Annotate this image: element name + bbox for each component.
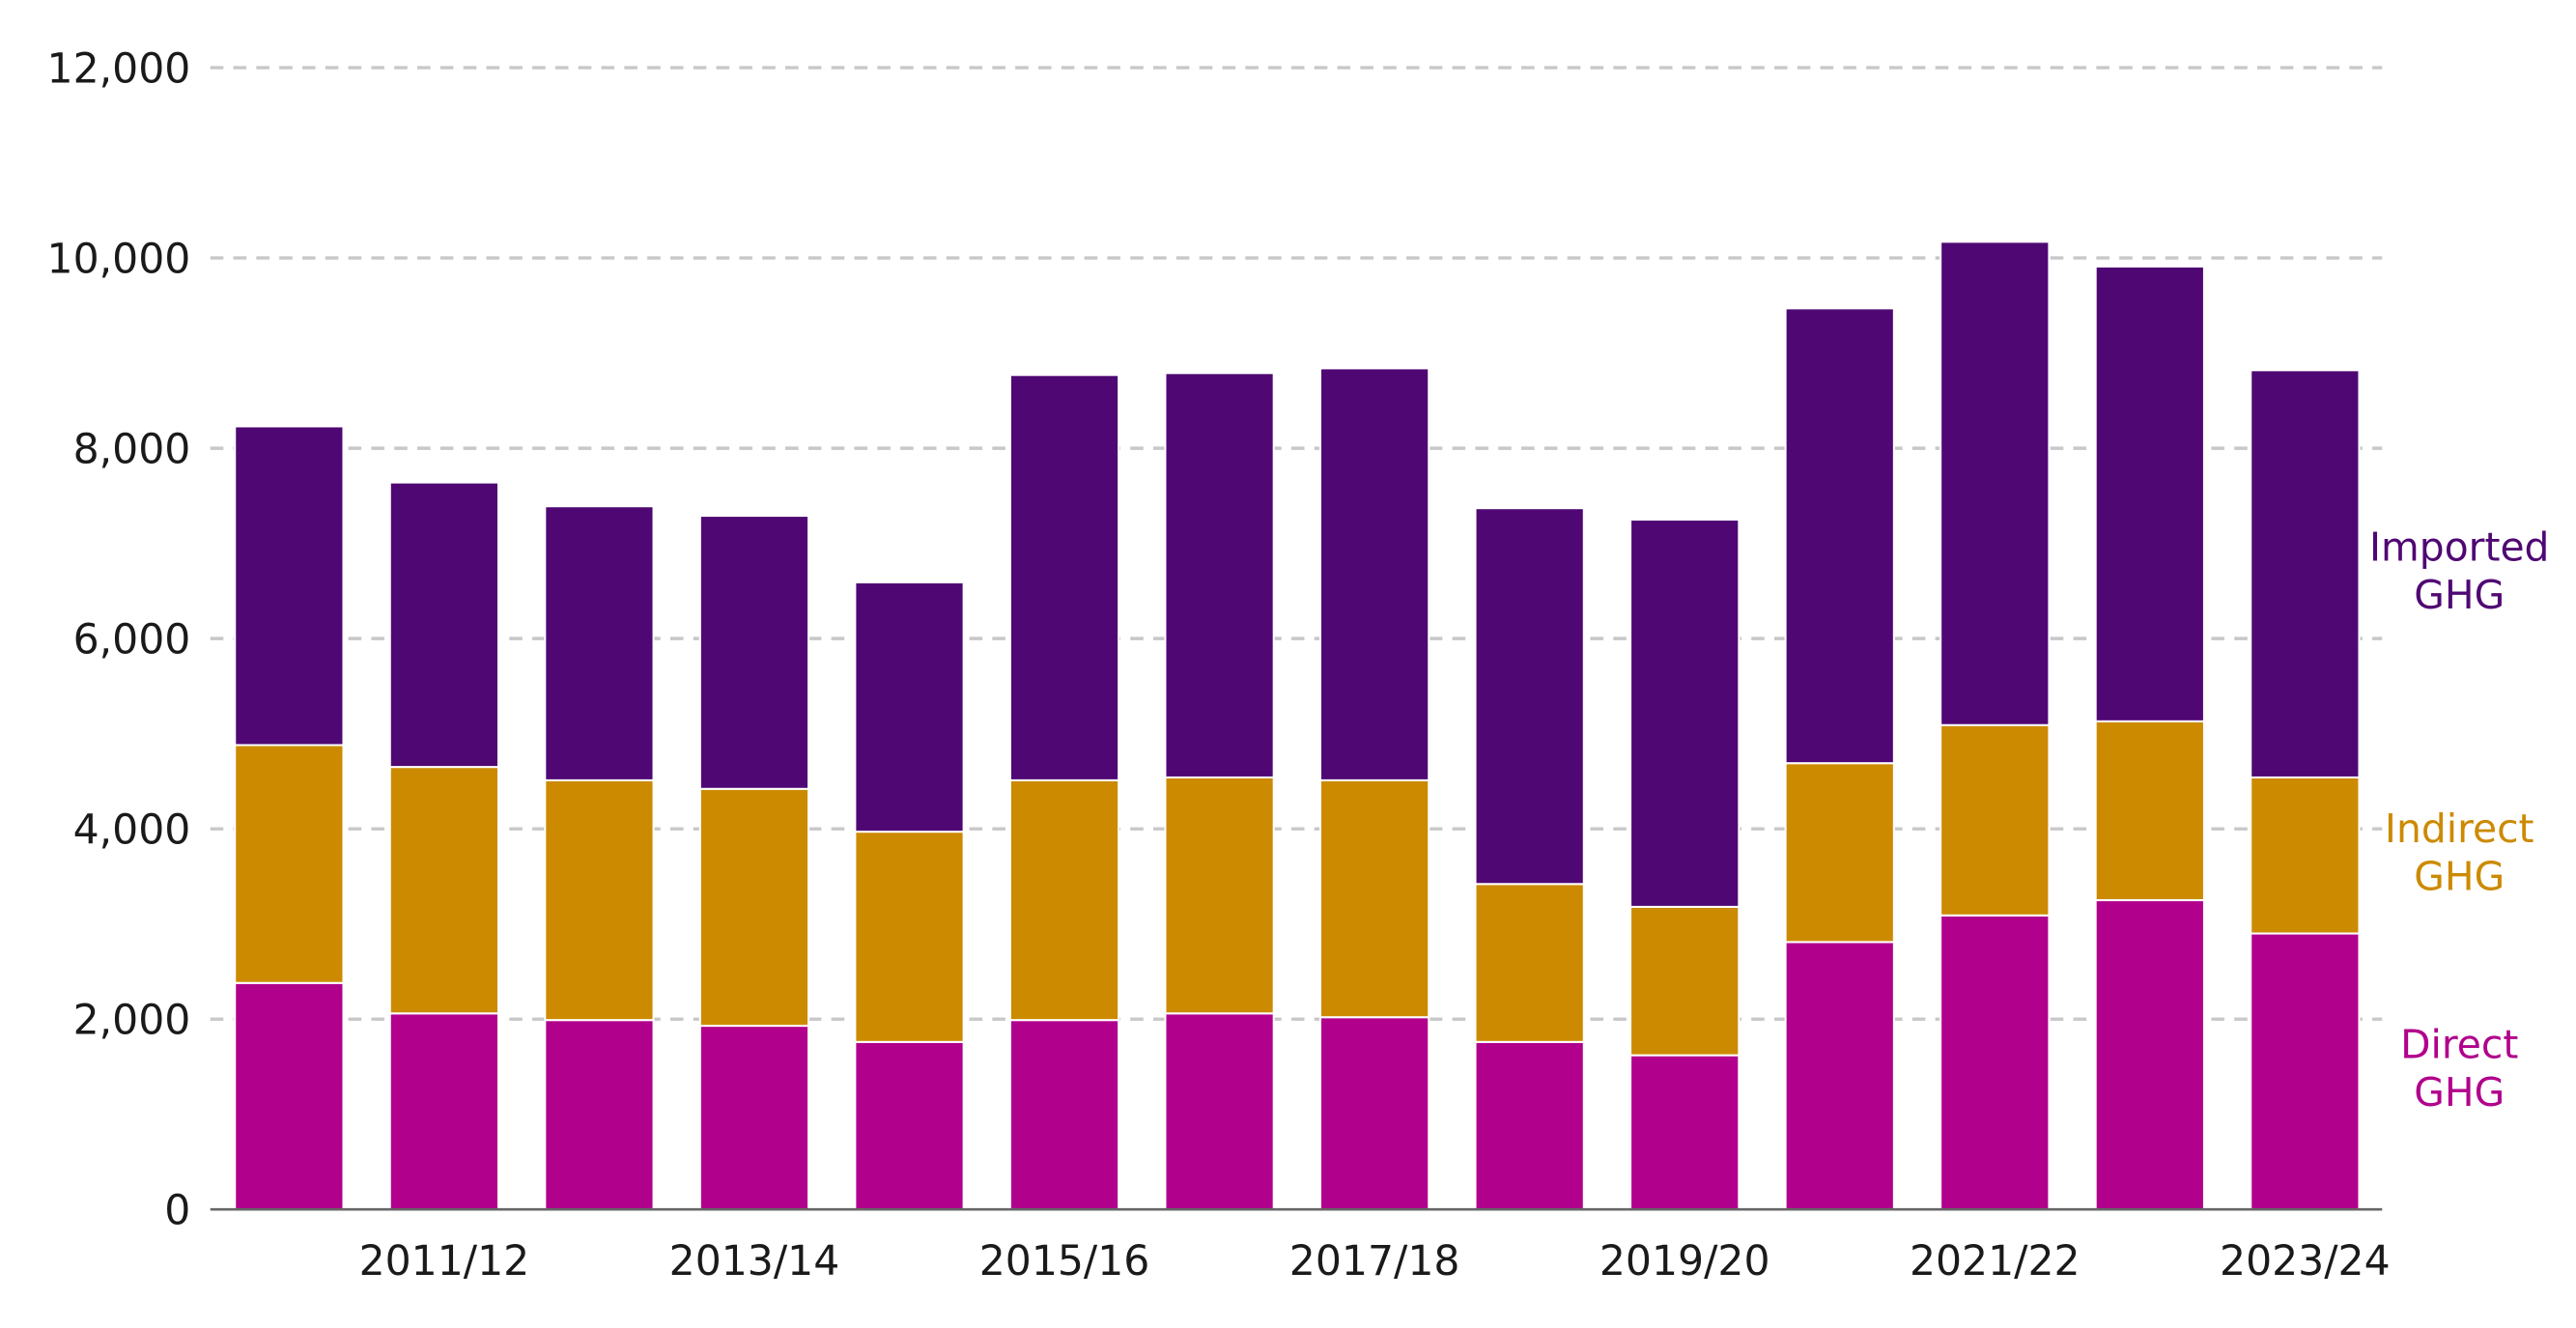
x-tick-label: 2013/14 (669, 1238, 840, 1286)
x-tick-label: 2023/24 (2220, 1238, 2391, 1286)
x-tick-label: 2021/22 (1910, 1238, 2081, 1286)
bar-imported-ghg (388, 481, 500, 769)
legend-label-imported-ghg: Imported GHG (2369, 524, 2549, 618)
y-tick-label: 8,000 (73, 426, 191, 473)
y-tick-label: 10,000 (47, 236, 191, 283)
bar-direct-ghg (544, 1019, 655, 1211)
bar-indirect-ghg (854, 831, 965, 1043)
y-tick-label: 2,000 (73, 997, 191, 1044)
bar-stack-2015-16 (1008, 374, 1120, 1211)
bar-imported-ghg (698, 515, 810, 790)
bar-direct-ghg (2250, 932, 2361, 1211)
bar-indirect-ghg (1318, 778, 1430, 1019)
bar-indirect-ghg (1164, 776, 1275, 1015)
bar-stack-2011-12 (388, 481, 500, 1211)
bar-direct-ghg (1318, 1016, 1430, 1211)
bar-direct-ghg (1008, 1019, 1120, 1211)
y-tick-label: 12,000 (47, 45, 191, 93)
bar-indirect-ghg (1629, 905, 1741, 1057)
bar-stack-2010-11 (234, 425, 345, 1211)
bar-direct-ghg (234, 981, 345, 1211)
bar-imported-ghg (1318, 367, 1430, 781)
bar-imported-ghg (2250, 369, 2361, 778)
bar-indirect-ghg (544, 778, 655, 1022)
legend-label-indirect-ghg: Indirect GHG (2385, 805, 2534, 899)
bar-stack-2022-23 (2094, 265, 2205, 1211)
bar-stack-2021-22 (1939, 240, 2051, 1211)
y-tick-label: 4,000 (73, 806, 191, 854)
bar-indirect-ghg (1008, 778, 1120, 1022)
bar-direct-ghg (2094, 899, 2205, 1211)
bar-indirect-ghg (2250, 776, 2361, 935)
bar-indirect-ghg (1784, 762, 1895, 944)
bar-imported-ghg (234, 425, 345, 747)
bar-stack-2019-20 (1629, 518, 1741, 1211)
bar-imported-ghg (544, 505, 655, 781)
x-tick-label: 2015/16 (979, 1238, 1150, 1286)
bar-stack-2018-19 (1474, 507, 1585, 1211)
bar-direct-ghg (854, 1040, 965, 1211)
bar-imported-ghg (1784, 307, 1895, 765)
bar-imported-ghg (1939, 240, 2051, 726)
bar-indirect-ghg (234, 744, 345, 984)
bar-direct-ghg (698, 1025, 810, 1211)
bar-stack-2020-21 (1784, 307, 1895, 1211)
bar-indirect-ghg (2094, 720, 2205, 902)
bars (234, 240, 2361, 1211)
bar-direct-ghg (1474, 1040, 1585, 1211)
y-axis-tick-labels: 0 2,000 4,000 6,000 8,000 10,000 12,000 (47, 45, 191, 1234)
bar-stack-2023-24 (2250, 369, 2361, 1211)
bar-direct-ghg (388, 1012, 500, 1211)
bar-imported-ghg (2094, 265, 2205, 722)
gridlines (210, 66, 2383, 1021)
bar-imported-ghg (1629, 518, 1741, 908)
x-axis-tick-labels: 2011/12 2013/14 2015/16 2017/18 2019/20 2021/… (359, 1238, 2391, 1286)
bar-direct-ghg (1164, 1012, 1275, 1211)
bar-imported-ghg (854, 580, 965, 834)
legend: Direct GHG Indirect GHG Imported GHG (2369, 524, 2549, 1116)
bar-imported-ghg (1164, 372, 1275, 778)
x-tick-label: 2019/20 (1599, 1238, 1770, 1286)
bar-direct-ghg (1629, 1054, 1741, 1211)
x-tick-label: 2011/12 (359, 1238, 530, 1286)
bar-direct-ghg (1939, 914, 2051, 1211)
legend-label-direct-ghg: Direct GHG (2400, 1022, 2518, 1116)
bar-stack-2016-17 (1164, 372, 1275, 1211)
bar-imported-ghg (1008, 374, 1120, 781)
y-tick-label: 6,000 (73, 616, 191, 664)
bar-indirect-ghg (698, 787, 810, 1028)
bar-indirect-ghg (1939, 723, 2051, 917)
bar-stack-2017-18 (1318, 367, 1430, 1211)
bar-stack-2012-13 (544, 505, 655, 1211)
x-tick-label: 2017/18 (1289, 1238, 1460, 1286)
bar-stack-2014-15 (854, 580, 965, 1211)
bar-imported-ghg (1474, 507, 1585, 886)
bar-indirect-ghg (1474, 883, 1585, 1043)
bar-stack-2013-14 (698, 515, 810, 1211)
bar-indirect-ghg (388, 766, 500, 1015)
y-tick-label: 0 (164, 1188, 190, 1235)
bar-direct-ghg (1784, 941, 1895, 1211)
